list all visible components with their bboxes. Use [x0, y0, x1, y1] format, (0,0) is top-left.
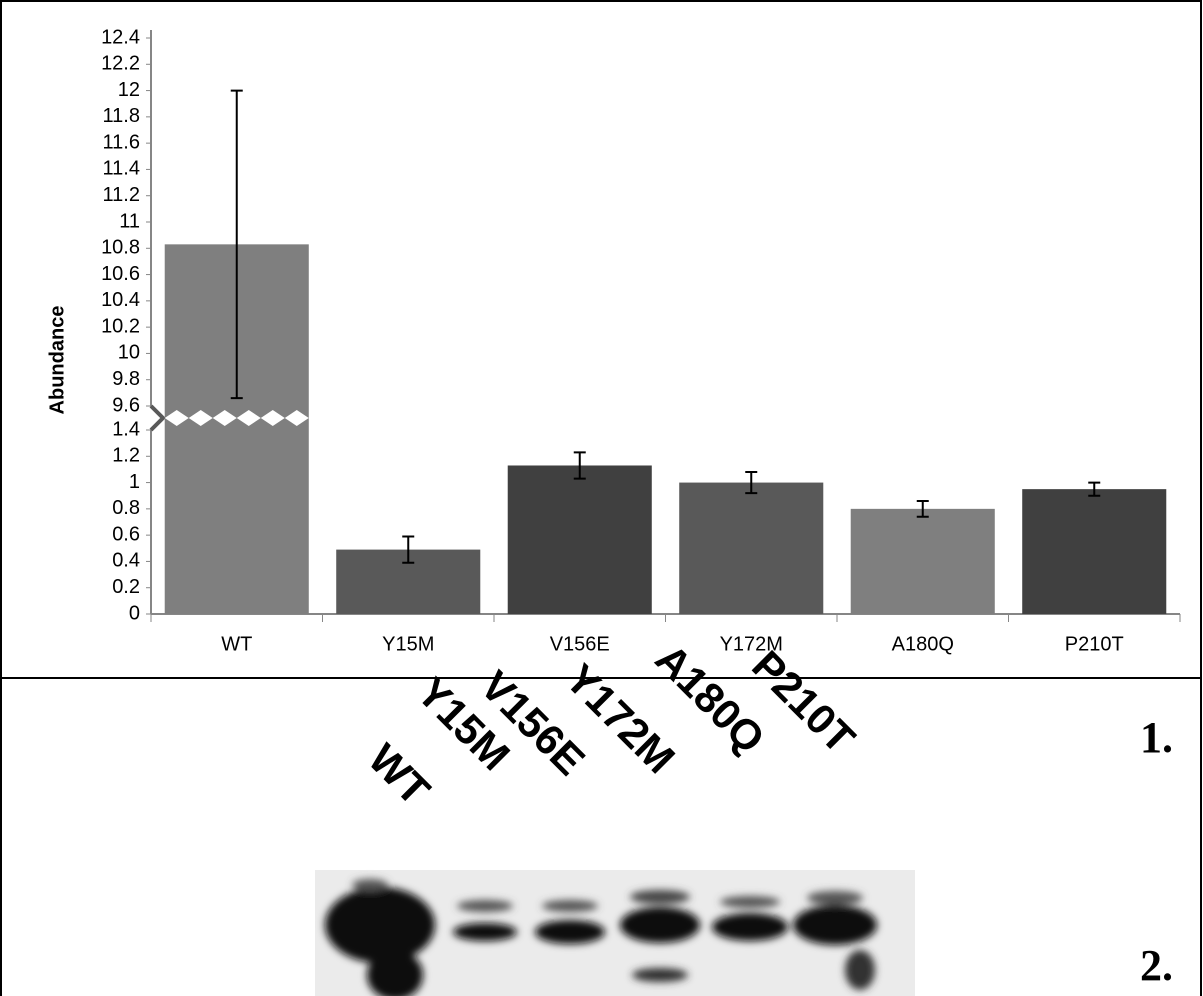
y-tick-label: 10.8: [101, 237, 140, 259]
y-tick-label: 11.4: [103, 158, 140, 180]
y-tick-label: 12.2: [101, 53, 140, 75]
y-tick-label: 0.2: [112, 576, 140, 598]
panel-label: 2.: [1140, 941, 1173, 990]
y-tick-label: 1.2: [112, 445, 140, 467]
y-tick-label: 11.8: [103, 105, 140, 127]
y-tick-label: 10: [118, 342, 140, 364]
lane-label: P210T: [743, 641, 864, 762]
figure: Abundance 1. 2. 00.20.40.60.811.21.49.69…: [0, 0, 1203, 996]
x-tick-label: P210T: [1065, 633, 1124, 655]
y-tick-label: 0: [129, 602, 140, 624]
x-tick-label: WT: [221, 633, 252, 655]
y-tick-label: 11.6: [103, 131, 140, 153]
lane-label: WT: [360, 735, 440, 815]
bar: [508, 465, 652, 614]
bar: [851, 509, 995, 614]
y-tick-label: 12: [118, 79, 140, 101]
y-tick-label: 0.6: [112, 523, 140, 545]
panel-label: 1.: [1140, 713, 1173, 762]
bar: [679, 483, 823, 614]
y-tick-label: 0.4: [112, 550, 140, 572]
y-tick-label: 12.4: [101, 26, 140, 48]
x-tick-label: V156E: [550, 633, 610, 655]
y-tick-label: 11: [119, 210, 140, 232]
y-tick-label: 10.4: [101, 289, 140, 311]
bar: [1022, 489, 1166, 614]
y-tick-label: 1: [129, 471, 140, 493]
y-tick-label: 0.8: [112, 497, 140, 519]
y-tick-label: 9.6: [112, 394, 140, 416]
blot-image: [315, 870, 915, 996]
y-tick-label: 10.2: [101, 315, 140, 337]
y-axis-label: Abundance: [46, 306, 68, 415]
y-tick-label: 9.8: [112, 368, 140, 390]
x-tick-label: Y15M: [382, 633, 434, 655]
axis-break: [151, 406, 163, 430]
y-tick-label: 11.2: [103, 184, 140, 206]
y-tick-label: 10.6: [101, 263, 140, 285]
x-tick-label: A180Q: [892, 633, 954, 655]
y-tick-label: 1.4: [112, 418, 140, 440]
